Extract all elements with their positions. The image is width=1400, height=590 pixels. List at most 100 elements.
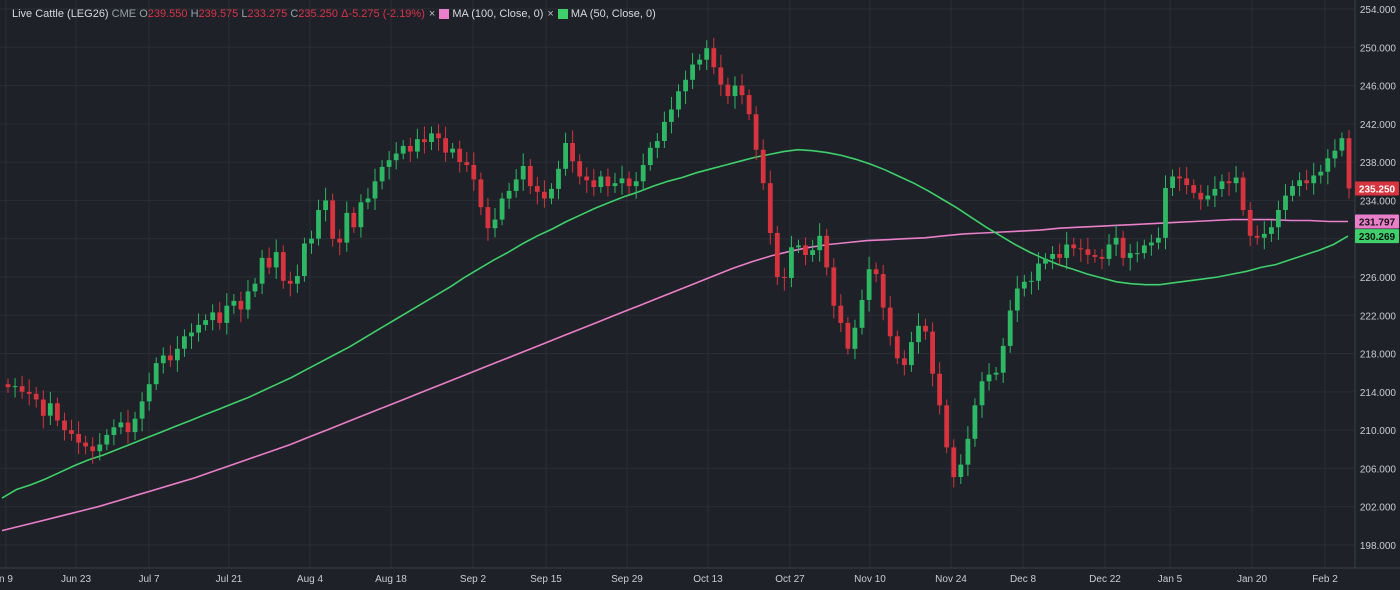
price-tag-box	[1355, 214, 1399, 229]
candle-down	[887, 307, 893, 337]
candle-up	[132, 418, 138, 433]
candle-down	[739, 85, 745, 96]
candle-up	[273, 252, 279, 268]
x-tick-label: Sep 29	[611, 574, 643, 585]
candle-down	[1092, 255, 1098, 257]
candle-down	[902, 358, 907, 366]
x-tick-label: Sep 15	[530, 574, 562, 585]
candle-up	[1297, 180, 1302, 186]
candle-down	[718, 67, 724, 85]
candle-up	[979, 381, 985, 406]
candle-down	[923, 325, 928, 332]
x-tick-label: Jan 20	[1237, 574, 1267, 585]
candle-up	[175, 348, 180, 361]
candle-up	[520, 166, 526, 180]
candle-up	[252, 283, 258, 292]
candle-down	[76, 434, 81, 443]
ma50-label: MA (50, Close, 0)	[570, 8, 656, 20]
y-tick-label: 246.000	[1360, 82, 1397, 93]
candle-up	[1283, 195, 1288, 210]
y-tick-label: 222.000	[1360, 311, 1397, 322]
candle-down	[527, 166, 533, 187]
candle-up	[1029, 280, 1034, 282]
candle-up	[1261, 233, 1267, 238]
y-tick-label: 250.000	[1360, 43, 1397, 54]
candle-up	[1311, 175, 1317, 184]
remove-ma100-icon[interactable]: ×	[547, 8, 554, 20]
close-value: 235.250	[298, 8, 339, 20]
candle-up	[1113, 237, 1119, 245]
candle-up	[372, 181, 378, 199]
candle-up	[1318, 171, 1324, 176]
candle-up	[1036, 263, 1041, 281]
candle-up	[612, 183, 618, 187]
high-prefix: H	[190, 8, 199, 20]
y-tick-label: 242.000	[1360, 120, 1397, 131]
candle-up	[506, 190, 512, 199]
candle-up	[789, 247, 794, 278]
candle-up	[358, 202, 364, 228]
candle-down	[605, 176, 611, 187]
candle-down	[33, 393, 39, 400]
candle-down	[1184, 178, 1190, 186]
candle-down	[266, 257, 272, 268]
ma50-swatch	[557, 9, 568, 19]
candle-down	[824, 235, 830, 268]
candle-down	[951, 447, 957, 478]
candle-down	[287, 280, 293, 284]
candle-up	[1163, 188, 1168, 238]
candle-up	[415, 139, 420, 152]
candle-up	[1233, 177, 1239, 184]
x-tick-label: Jul 7	[138, 574, 160, 585]
candle-down	[725, 84, 731, 97]
chart-legend: Live Cattle (LEG26) CME O 239.550 H 239.57…	[12, 8, 656, 20]
candle-down	[591, 180, 597, 187]
candle-down	[1304, 180, 1310, 184]
candle-up	[1325, 158, 1331, 172]
candle-down	[937, 373, 942, 406]
candle-up	[1014, 288, 1020, 311]
candle-up	[295, 276, 300, 284]
candle-down	[5, 384, 11, 388]
candle-down	[570, 143, 575, 162]
candle-up	[916, 325, 921, 343]
candle-down	[542, 191, 547, 199]
y-tick-label: 238.000	[1360, 158, 1397, 169]
candle-up	[379, 166, 385, 182]
candle-up	[1269, 227, 1274, 234]
candle-down	[753, 114, 759, 150]
candle-up	[1050, 254, 1055, 259]
candle-down	[1099, 256, 1105, 259]
candle-up	[909, 342, 914, 366]
candle-up	[393, 153, 399, 161]
candle-up	[1007, 310, 1013, 346]
candle-down	[167, 355, 173, 361]
candle-down	[1247, 210, 1253, 236]
candle-up	[1149, 242, 1154, 246]
candle-up	[1212, 188, 1218, 196]
candle-down	[330, 200, 336, 239]
open-value: 239.550	[147, 8, 188, 20]
x-tick-label: n 9	[0, 574, 13, 585]
candle-up	[1156, 237, 1161, 243]
candle-down	[803, 245, 808, 255]
candle-down	[831, 267, 837, 306]
candle-up	[196, 324, 201, 333]
candle-up	[344, 212, 350, 243]
candle-down	[217, 312, 223, 323]
high-value: 239.575	[198, 8, 239, 20]
candle-up	[492, 219, 498, 229]
candle-up	[245, 291, 251, 310]
candle-up	[1332, 150, 1338, 159]
candle-up	[647, 147, 653, 165]
candle-up	[189, 332, 194, 337]
candle-down	[838, 305, 844, 323]
x-tick-label: Nov 10	[854, 574, 886, 585]
remove-symbol-icon[interactable]: ×	[428, 8, 436, 20]
candle-down	[69, 430, 74, 434]
candle-up	[231, 300, 237, 306]
candle-up	[669, 109, 674, 122]
candle-up	[139, 401, 145, 419]
